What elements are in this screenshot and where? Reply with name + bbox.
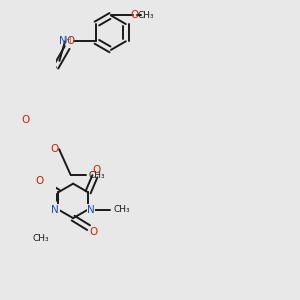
Text: CH₃: CH₃ <box>114 205 130 214</box>
Text: N: N <box>59 36 67 46</box>
Text: O: O <box>21 115 29 125</box>
Text: N: N <box>87 205 95 214</box>
Text: O: O <box>67 36 75 46</box>
Text: O: O <box>93 165 101 175</box>
Text: CH₃: CH₃ <box>88 170 105 179</box>
Text: O: O <box>51 144 59 154</box>
Text: O: O <box>130 11 139 20</box>
Text: H: H <box>64 36 71 45</box>
Text: CH₃: CH₃ <box>137 11 154 20</box>
Text: N: N <box>51 205 59 214</box>
Text: O: O <box>90 227 98 237</box>
Text: O: O <box>35 176 43 186</box>
Text: CH₃: CH₃ <box>32 234 49 243</box>
